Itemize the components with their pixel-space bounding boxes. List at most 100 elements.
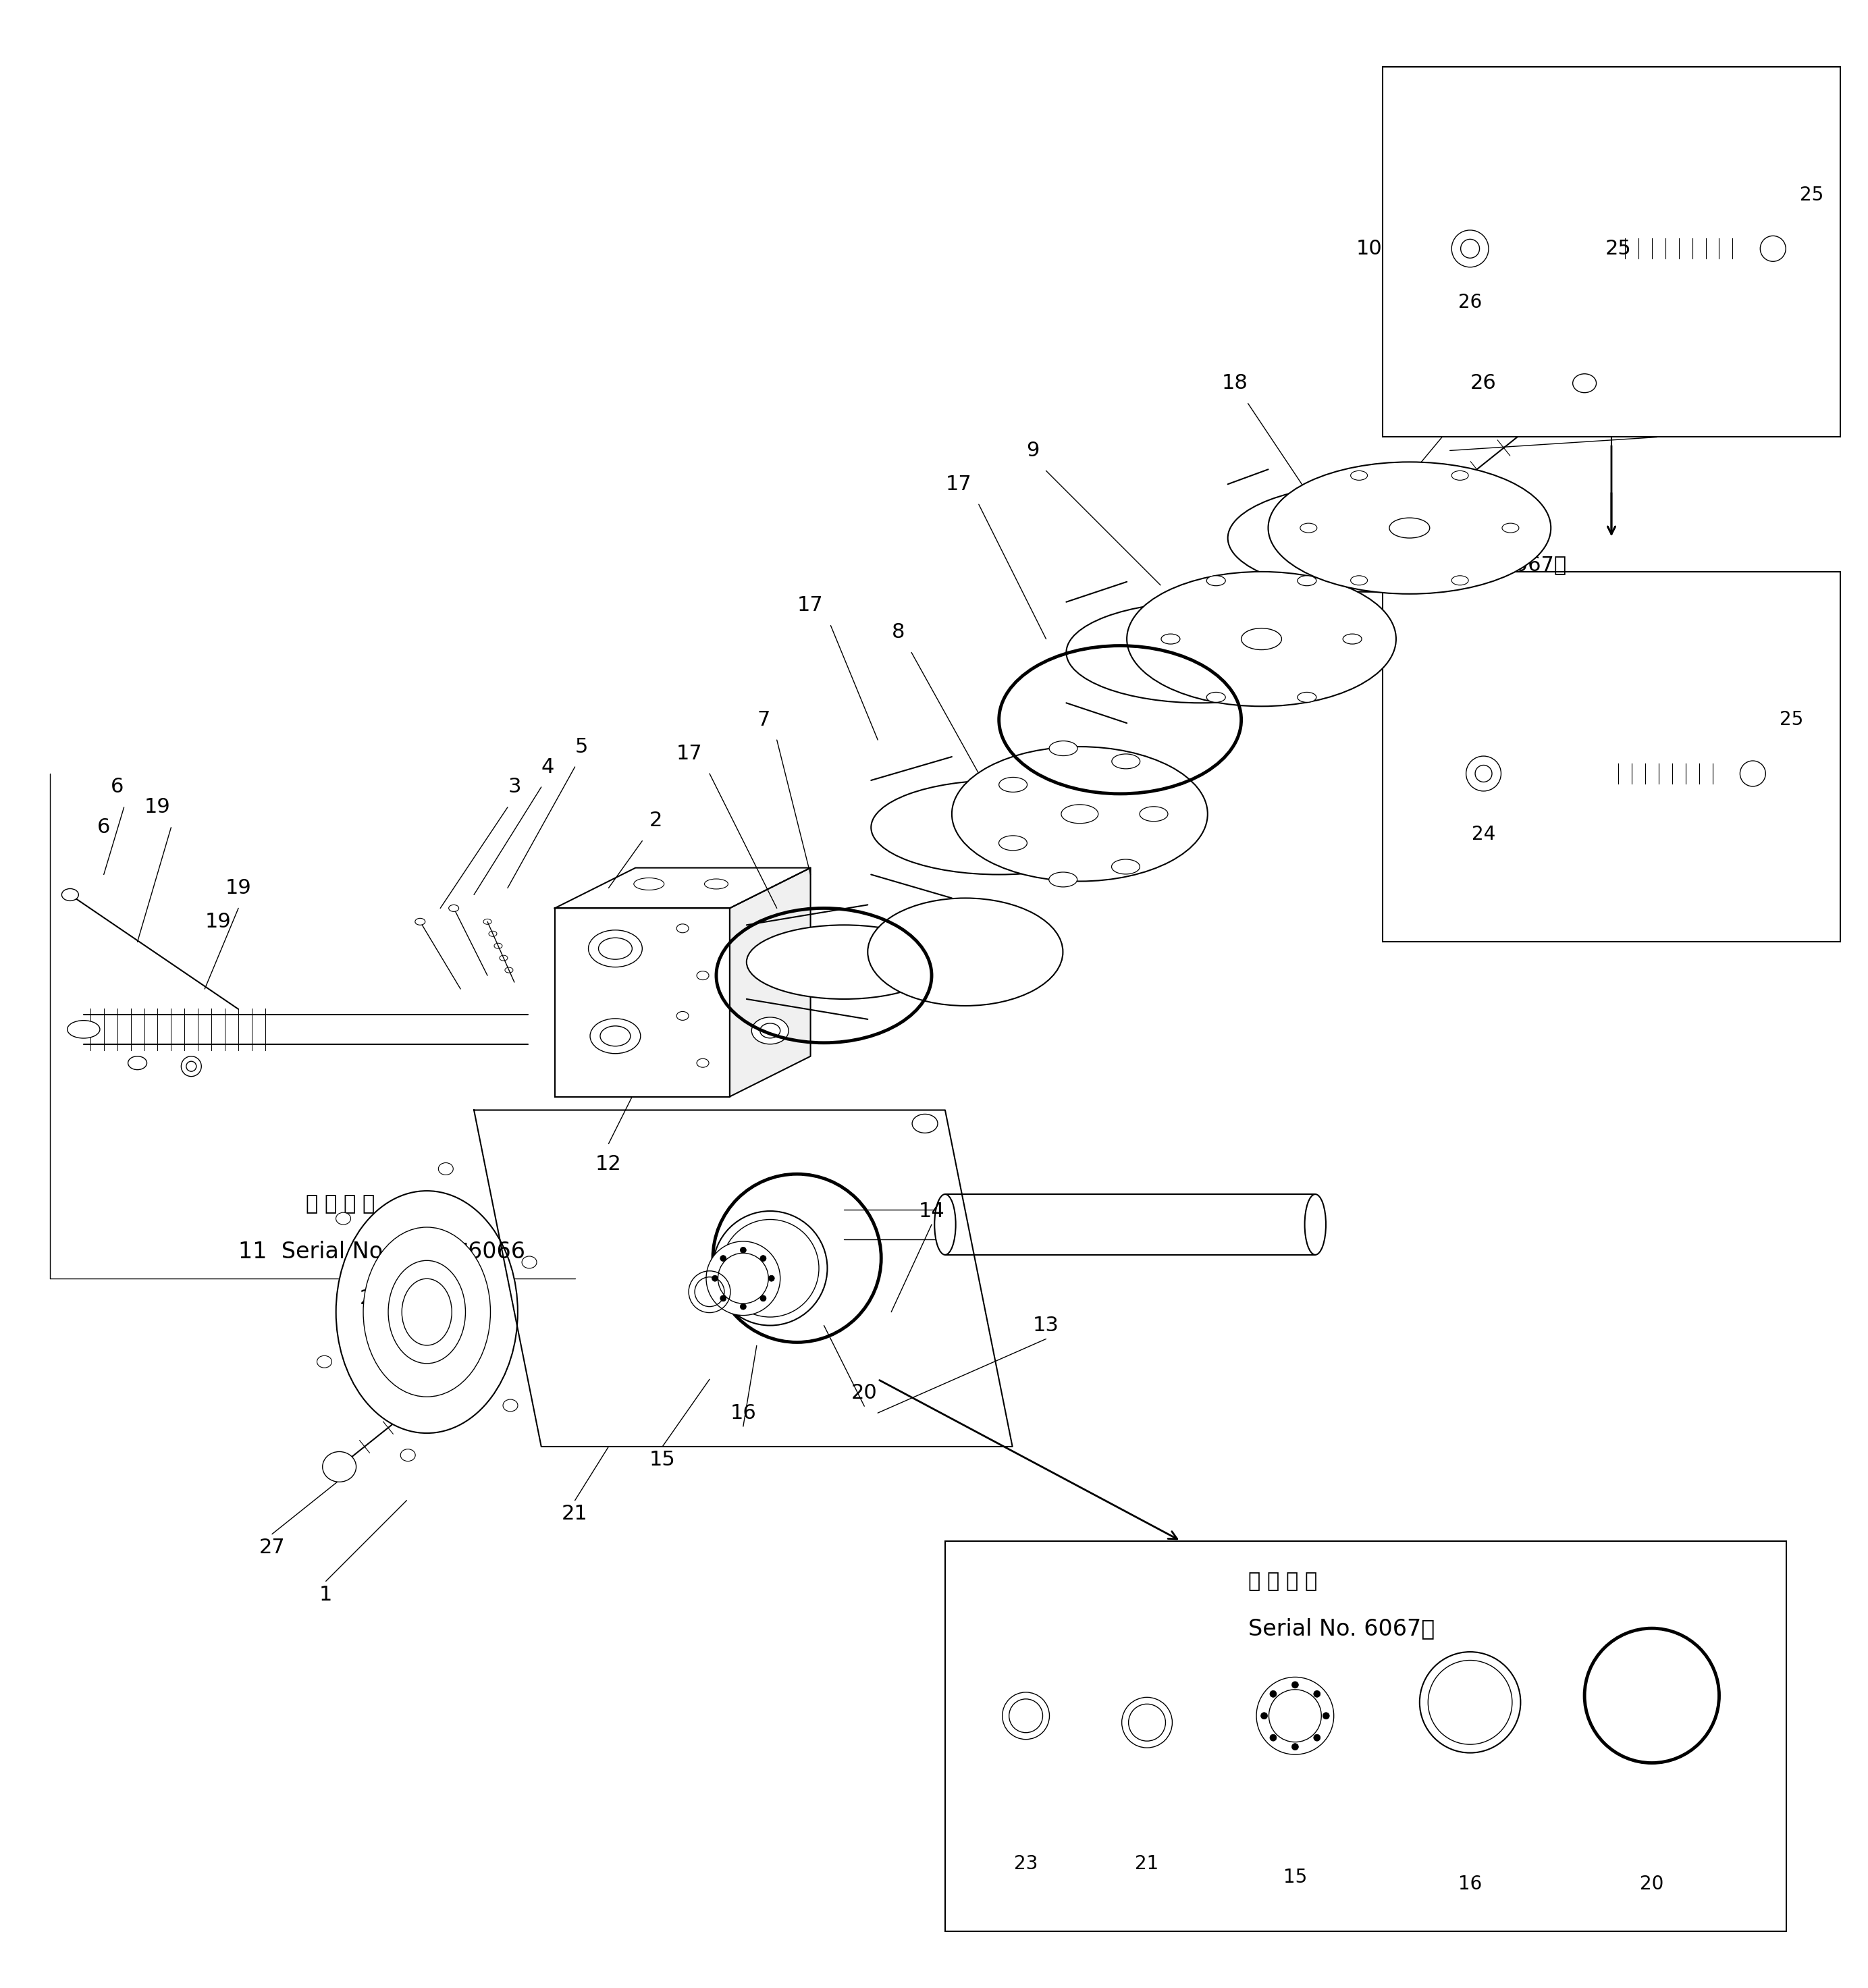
Ellipse shape [1461,239,1479,258]
Ellipse shape [1293,1743,1298,1749]
Bar [1382,573,1840,942]
Text: 17: 17 [798,596,824,614]
Ellipse shape [1268,1690,1321,1741]
Text: 7: 7 [757,710,770,730]
Text: 5: 5 [575,738,588,757]
Ellipse shape [706,1241,781,1316]
Polygon shape [474,1109,1012,1447]
Ellipse shape [1270,1734,1276,1741]
Ellipse shape [760,1254,766,1262]
Ellipse shape [676,1012,689,1020]
Text: 26: 26 [1470,374,1496,394]
Ellipse shape [67,1020,99,1038]
Text: 12: 12 [596,1155,622,1173]
Ellipse shape [1207,692,1225,702]
Ellipse shape [389,1260,465,1364]
Text: 13: 13 [1033,1316,1059,1336]
Polygon shape [730,869,811,1097]
Ellipse shape [590,1018,641,1054]
Text: 17: 17 [676,744,702,763]
Ellipse shape [1207,577,1225,586]
Ellipse shape [1451,231,1489,266]
Ellipse shape [747,924,941,1000]
Text: 適 用 号 機: 適 用 号 機 [1395,515,1459,535]
Ellipse shape [400,1449,415,1461]
Text: 25: 25 [1605,239,1631,258]
Ellipse shape [1466,755,1502,791]
Text: 17: 17 [945,475,971,493]
Text: 10: 10 [1356,239,1382,258]
Ellipse shape [129,1056,148,1070]
Ellipse shape [1300,523,1317,533]
Ellipse shape [1760,237,1786,262]
Text: 25: 25 [1780,710,1803,730]
Polygon shape [555,869,811,909]
Ellipse shape [1298,692,1317,702]
Ellipse shape [999,835,1027,851]
Text: 20: 20 [852,1384,878,1404]
Text: 6: 6 [97,817,110,837]
Text: Serial No. 6067～: Serial No. 6067～ [1395,555,1565,575]
Text: 9: 9 [1026,441,1039,461]
Ellipse shape [1304,1195,1326,1254]
Ellipse shape [1573,374,1597,394]
Ellipse shape [1502,523,1519,533]
Ellipse shape [323,1451,357,1481]
Ellipse shape [1323,1712,1330,1720]
Ellipse shape [870,781,1126,875]
Ellipse shape [751,1018,788,1044]
Ellipse shape [336,1213,351,1225]
Ellipse shape [721,1296,727,1302]
Ellipse shape [1270,1690,1276,1698]
Ellipse shape [760,1024,781,1038]
Ellipse shape [1061,805,1098,823]
Text: 21: 21 [1136,1855,1158,1873]
Text: 2: 2 [650,811,663,831]
Ellipse shape [318,1356,333,1368]
Text: 22: 22 [361,1288,387,1308]
Ellipse shape [721,1254,727,1262]
Ellipse shape [1313,1690,1321,1698]
Ellipse shape [912,1113,938,1133]
Ellipse shape [588,930,643,966]
Ellipse shape [712,1276,717,1282]
Text: 27: 27 [260,1539,286,1557]
Ellipse shape [697,970,708,980]
Ellipse shape [1050,742,1078,755]
Text: 15: 15 [1283,1869,1308,1887]
Bar [945,1541,1786,1930]
Ellipse shape [1067,602,1336,704]
Ellipse shape [62,889,78,901]
Ellipse shape [1240,628,1281,650]
Ellipse shape [1293,1682,1298,1688]
Text: 適 用 号 機: 適 用 号 機 [1248,1571,1317,1590]
Text: 24: 24 [1472,825,1496,843]
Text: 19: 19 [144,797,170,817]
Ellipse shape [1351,577,1367,584]
Text: 23: 23 [1014,1855,1039,1873]
Ellipse shape [402,1278,452,1346]
Text: 4: 4 [542,757,555,777]
Text: 14: 14 [919,1201,945,1221]
Ellipse shape [717,1252,768,1304]
Ellipse shape [869,899,1063,1006]
Ellipse shape [439,1163,454,1175]
Ellipse shape [362,1227,491,1398]
Text: 6: 6 [110,777,123,797]
Ellipse shape [1739,761,1765,787]
Ellipse shape [502,1400,517,1411]
Text: 19: 19 [205,912,232,932]
Ellipse shape [448,905,460,912]
Ellipse shape [1298,577,1317,586]
Text: Serial No. 6067～: Serial No. 6067～ [1248,1616,1435,1640]
Ellipse shape [415,918,426,924]
Ellipse shape [760,1296,766,1302]
Bar [555,909,730,1097]
Ellipse shape [953,747,1207,881]
Text: 11  Serial No. 6001～6066: 11 Serial No. 6001～6066 [239,1241,525,1262]
Ellipse shape [1343,634,1362,644]
Ellipse shape [1139,807,1168,821]
Ellipse shape [1126,573,1395,706]
Text: 8: 8 [891,622,904,642]
Ellipse shape [704,879,729,889]
